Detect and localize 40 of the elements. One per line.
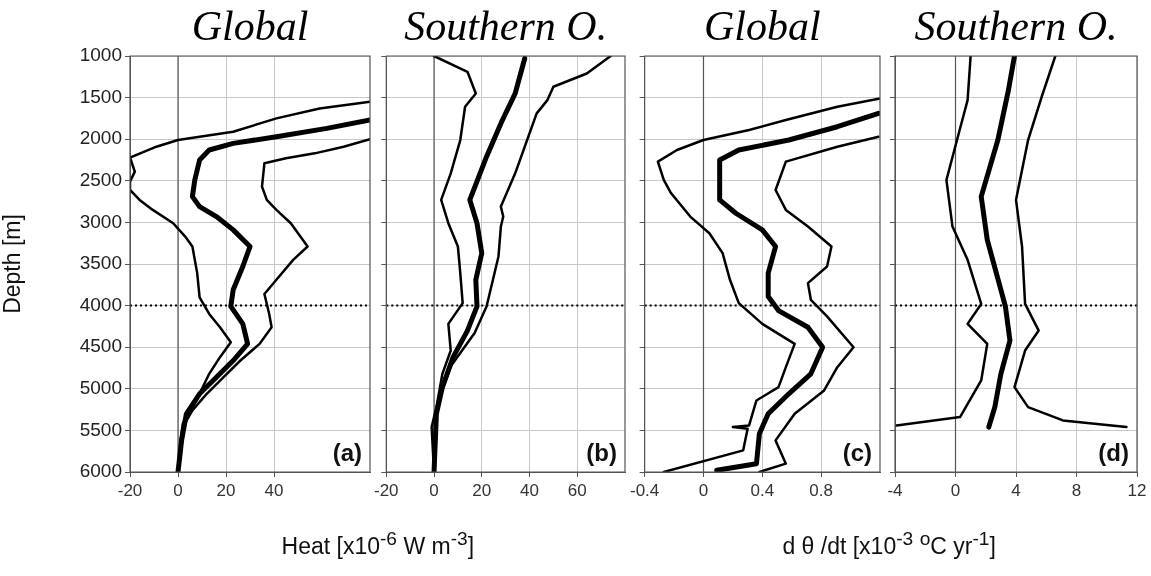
y-tick-label: 4500 bbox=[79, 335, 122, 357]
x-tick-label: 4 bbox=[1011, 480, 1021, 500]
y-tick-label: 2500 bbox=[79, 169, 122, 191]
y-axis-title: Depth [m] bbox=[0, 214, 26, 314]
x-tick-label: 60 bbox=[567, 480, 587, 500]
x-tick-label: 0 bbox=[698, 480, 709, 500]
y-tick-label: 1000 bbox=[79, 44, 122, 66]
x-tick-label: -4 bbox=[887, 480, 903, 500]
chart-title: Global bbox=[703, 2, 821, 50]
x-tick-label: 0.8 bbox=[809, 480, 833, 500]
x-axis-title: Heat [x10$^{-6}$ W m$^{-3}$] bbox=[281, 528, 475, 560]
x-tick-label: 0.4 bbox=[750, 480, 775, 500]
x-axis-title: d θ /dt [x10$^{-3}$ $^{o}$C yr$^{-1}$] bbox=[782, 528, 996, 560]
x-tick-label: 0 bbox=[429, 480, 439, 500]
x-tick-label: 12 bbox=[1127, 480, 1147, 500]
x-tick-label: -20 bbox=[117, 480, 143, 500]
x-tick-label: -0.4 bbox=[630, 480, 660, 500]
x-tick-label: 40 bbox=[520, 480, 539, 500]
y-tick-label: 3000 bbox=[79, 210, 122, 232]
x-tick-label: 20 bbox=[472, 480, 492, 500]
y-tick-label: 4000 bbox=[79, 293, 122, 315]
annotation: (b) bbox=[586, 438, 617, 466]
chart-title: Southern O. bbox=[404, 2, 608, 50]
annotation: (c) bbox=[842, 438, 872, 466]
y-tick-label: 3500 bbox=[79, 252, 122, 274]
x-tick-label: 20 bbox=[216, 480, 236, 500]
chart-title: Southern O. bbox=[914, 2, 1118, 50]
y-tick-label: 1500 bbox=[79, 85, 122, 107]
x-tick-label: 8 bbox=[1071, 480, 1082, 500]
x-tick-label: -20 bbox=[374, 480, 399, 500]
annotation: (a) bbox=[332, 438, 362, 466]
y-tick-label: 6000 bbox=[79, 460, 122, 482]
y-tick-label: 5000 bbox=[79, 377, 122, 399]
x-tick-label: 0 bbox=[950, 480, 961, 500]
chart-title: Global bbox=[191, 2, 309, 50]
y-tick-label: 2000 bbox=[79, 127, 122, 149]
x-tick-label: 40 bbox=[264, 480, 284, 500]
x-tick-label: 0 bbox=[173, 480, 183, 500]
y-tick-label: 5500 bbox=[79, 418, 122, 440]
annotation: (d) bbox=[1098, 438, 1129, 466]
